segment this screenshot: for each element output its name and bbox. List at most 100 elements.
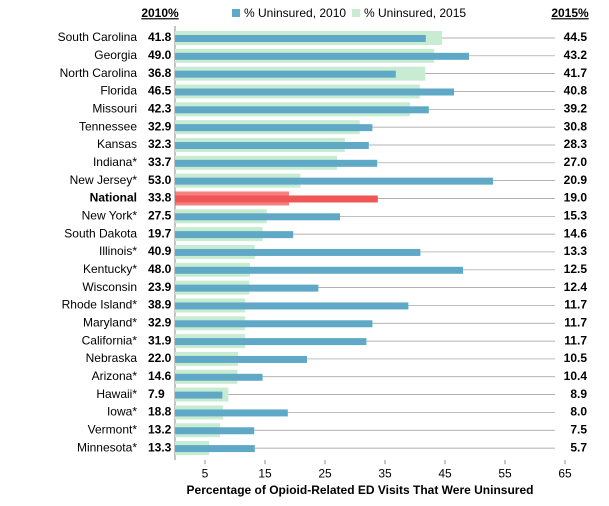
value-label: 41.8: [148, 30, 172, 44]
category-label: New York*: [82, 208, 138, 222]
category-label: Iowa*: [107, 405, 137, 419]
category-label: Minnesota*: [77, 440, 137, 454]
category-label: Indiana*: [93, 155, 137, 169]
bar: [175, 338, 367, 346]
bar: [175, 213, 340, 221]
value-label: 13.3: [564, 244, 588, 258]
value-label: 44.5: [564, 30, 588, 44]
bar: [175, 70, 396, 78]
value-label: 12.4: [564, 280, 588, 294]
x-tick-label: 25: [318, 466, 332, 480]
x-tick-label: 5: [202, 466, 209, 480]
value-label: 53.0: [148, 173, 172, 187]
value-label: 15.3: [564, 208, 588, 222]
category-label: Georgia: [94, 48, 137, 62]
category-label: Kansas: [97, 137, 137, 151]
value-label: 10.5: [564, 351, 588, 365]
category-label: South Carolina: [58, 30, 138, 44]
value-label: 27.5: [148, 208, 172, 222]
bar: [175, 427, 255, 435]
value-label: 22.0: [148, 351, 172, 365]
bar: [175, 35, 426, 42]
category-label: Vermont*: [88, 422, 138, 436]
category-label: Hawaii*: [96, 387, 137, 401]
value-label: 36.8: [148, 66, 172, 80]
value-label: 18.8: [148, 405, 172, 419]
x-tick-label: 55: [498, 466, 512, 480]
category-label: Florida: [100, 84, 137, 98]
left-header: 2010%: [141, 6, 179, 20]
x-axis-title: Percentage of Opioid-Related ED Visits T…: [187, 483, 534, 497]
value-label: 10.4: [564, 369, 588, 383]
value-label: 8.0: [570, 405, 587, 419]
bar: [175, 445, 255, 453]
x-tick-label: 35: [378, 466, 392, 480]
value-label: 32.3: [148, 137, 172, 151]
value-label: 48.0: [148, 262, 172, 276]
bar: [175, 141, 369, 149]
legend-label: % Uninsured, 2015: [364, 6, 466, 20]
x-tick-label: 65: [558, 466, 572, 480]
value-label: 14.6: [148, 369, 172, 383]
value-label: 12.5: [564, 262, 588, 276]
bar: [175, 284, 319, 292]
bar: [175, 320, 373, 328]
value-label: 20.9: [564, 173, 588, 187]
category-label: Wisconsin: [82, 280, 137, 294]
bar: [175, 248, 421, 256]
value-label: 11.7: [564, 315, 587, 329]
bar: [175, 409, 288, 417]
value-label: 40.8: [564, 84, 588, 98]
bar: [175, 231, 294, 239]
value-label: 7.9: [148, 387, 165, 401]
bar: [175, 177, 493, 185]
value-label: 46.5: [148, 84, 172, 98]
value-label: 43.2: [564, 48, 588, 62]
value-label: 7.5: [570, 422, 587, 436]
value-label: 11.7: [564, 333, 587, 347]
bar: [175, 355, 307, 363]
value-label: 23.9: [148, 280, 172, 294]
category-label: California*: [82, 333, 138, 347]
bar: [175, 52, 469, 60]
category-label: Maryland*: [83, 315, 137, 329]
legend-swatch: [352, 9, 360, 17]
value-label: 30.8: [564, 119, 588, 133]
bar: [175, 88, 454, 96]
value-label: 28.3: [564, 137, 588, 151]
bar: [175, 373, 263, 381]
value-label: 19.0: [564, 191, 588, 205]
value-label: 8.9: [570, 387, 587, 401]
bar: [175, 106, 429, 114]
value-label: 11.7: [564, 298, 587, 312]
value-label: 13.3: [148, 440, 172, 454]
x-tick-label: 45: [438, 466, 452, 480]
category-label: Kentucky*: [83, 262, 137, 276]
value-label: 13.2: [148, 422, 172, 436]
category-label: Missouri: [92, 101, 137, 115]
value-label: 32.9: [148, 315, 172, 329]
bar: [175, 391, 223, 399]
value-label: 40.9: [148, 244, 172, 258]
bar: [175, 302, 409, 310]
bar: [175, 195, 378, 203]
value-label: 32.9: [148, 119, 172, 133]
bar: [175, 124, 373, 132]
value-label: 41.7: [564, 66, 588, 80]
bar: [175, 159, 378, 167]
category-label: Arizona*: [92, 369, 138, 383]
value-label: 49.0: [148, 48, 172, 62]
right-header: 2015%: [551, 6, 589, 20]
category-label: Nebraska: [86, 351, 138, 365]
legend-swatch: [232, 9, 240, 17]
value-label: 14.6: [564, 226, 588, 240]
value-label: 19.7: [148, 226, 172, 240]
value-label: 42.3: [148, 101, 172, 115]
category-label: Rhode Island*: [62, 298, 138, 312]
category-label: National: [90, 191, 137, 205]
category-label: New Jersey*: [70, 173, 138, 187]
value-label: 33.7: [148, 155, 172, 169]
value-label: 31.9: [148, 333, 172, 347]
bar: [175, 266, 463, 274]
